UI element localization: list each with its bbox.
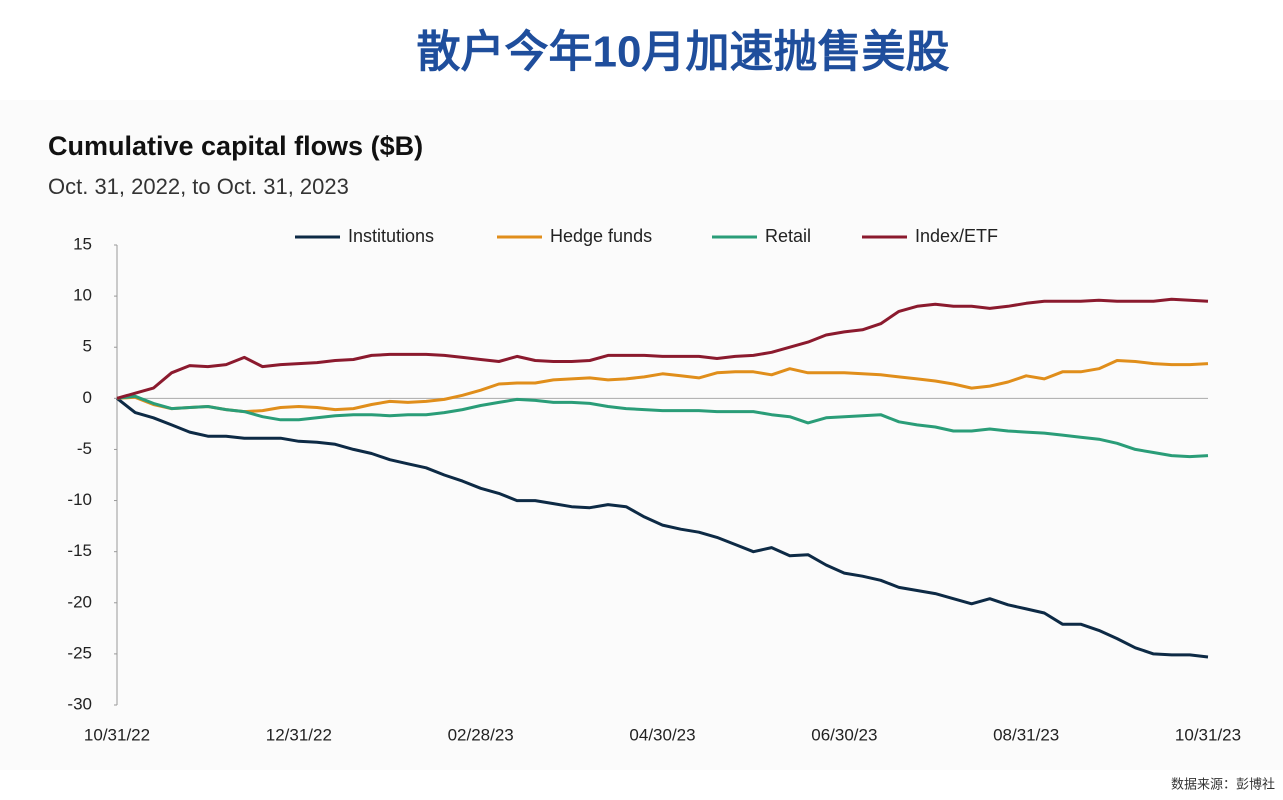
series-line [116, 359, 1209, 414]
page-title: 散户今年10月加速抛售美股 [417, 28, 950, 77]
source-note: 数据来源：彭博社 [1171, 776, 1275, 791]
x-tick-label: 04/30/23 [629, 725, 695, 744]
chart-title: Cumulative capital flows ($B) [48, 131, 423, 161]
series-line [116, 394, 1209, 459]
series-line [116, 297, 1209, 400]
y-tick-label: -20 [67, 592, 92, 611]
x-tick-label: 12/31/22 [266, 725, 332, 744]
series-line [116, 397, 1209, 659]
legend-label: Retail [765, 226, 811, 246]
y-tick-label: -15 [67, 541, 92, 560]
y-tick-label: -5 [77, 439, 92, 458]
y-tick-label: 5 [83, 337, 92, 356]
legend-label: Hedge funds [550, 226, 652, 246]
y-tick-label: -25 [67, 643, 92, 662]
x-tick-label: 02/28/23 [448, 725, 514, 744]
y-tick-label: -10 [67, 490, 92, 509]
legend-label: Index/ETF [915, 226, 998, 246]
x-tick-label: 10/31/23 [1175, 725, 1241, 744]
chart-background [0, 100, 1283, 770]
x-tick-label: 06/30/23 [811, 725, 877, 744]
y-tick-label: 10 [73, 286, 92, 305]
chart-subtitle: Oct. 31, 2022, to Oct. 31, 2023 [48, 174, 349, 199]
x-tick-label: 08/31/23 [993, 725, 1059, 744]
legend-label: Institutions [348, 226, 434, 246]
y-tick-label: -30 [67, 694, 92, 713]
y-tick-label: 15 [73, 234, 92, 253]
x-tick-label: 10/31/22 [84, 725, 150, 744]
y-tick-label: 0 [83, 388, 92, 407]
